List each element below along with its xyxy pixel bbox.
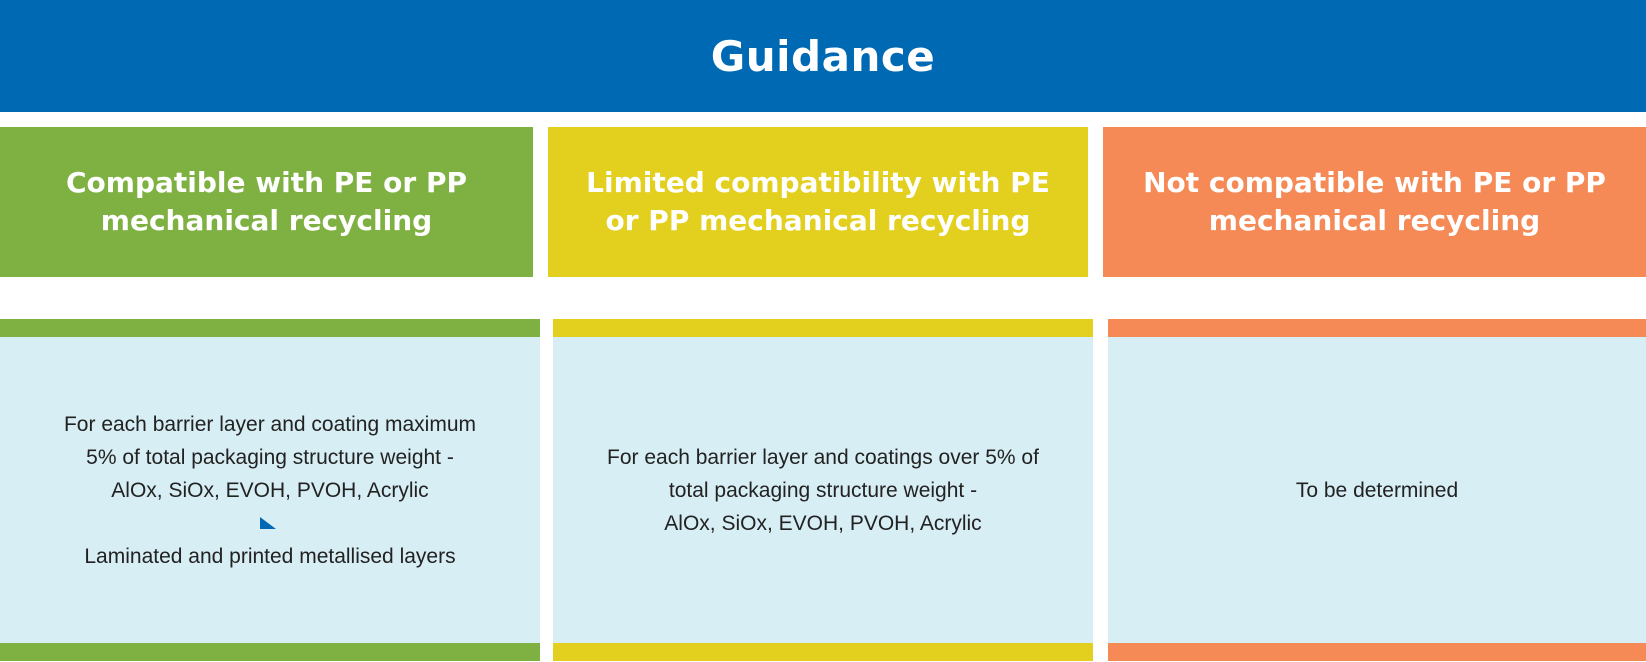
column-heading-not-compatible: Not compatible with PE or PP mechanical … [1103, 127, 1646, 277]
accent-bar-top-not-compatible [1108, 319, 1646, 337]
guidance-panel-compatible: For each barrier layer and coating maxim… [0, 337, 540, 643]
panel-line: For each barrier layer and coating maxim… [63, 412, 476, 436]
page-title: Guidance [710, 31, 936, 81]
panel-line: Laminated and printed metallised layers [84, 544, 456, 568]
panel-line: AlOx, SiOx, EVOH, PVOH, Acrylic [111, 478, 429, 502]
accent-bar-top-limited [553, 319, 1093, 337]
guidance-banner: Guidance [0, 0, 1646, 112]
panel-line: total packaging structure weight - [668, 478, 978, 502]
column-heading-label: Not compatible with PE or PP mechanical … [1143, 166, 1606, 237]
accent-bar-bottom-limited [553, 643, 1093, 661]
column-heading-label: Limited compatibility with PE or PP mech… [586, 166, 1050, 237]
accent-bar-top-compatible [0, 319, 540, 337]
panel-line: 5% of total packaging structure weight - [86, 445, 454, 469]
triangle-marker-icon [64, 507, 476, 540]
panel-text: For each barrier layer and coatings over… [607, 441, 1039, 540]
column-heading-limited: Limited compatibility with PE or PP mech… [548, 127, 1088, 277]
panel-line: To be determined [1295, 478, 1459, 502]
column-heading-compatible: Compatible with PE or PP mechanical recy… [0, 127, 533, 277]
column-heading-label: Compatible with PE or PP mechanical recy… [65, 166, 468, 237]
guidance-panel-not-compatible: To be determined [1108, 337, 1646, 643]
panel-text: For each barrier layer and coating maxim… [64, 408, 476, 573]
panel-line: For each barrier layer and coatings over… [607, 445, 1039, 469]
accent-bar-bottom-not-compatible [1108, 643, 1646, 661]
accent-bar-bottom-compatible [0, 643, 540, 661]
panel-line: AlOx, SiOx, EVOH, PVOH, Acrylic [664, 511, 982, 535]
guidance-panel-limited: For each barrier layer and coatings over… [553, 337, 1093, 643]
panel-text: To be determined [1296, 474, 1458, 507]
